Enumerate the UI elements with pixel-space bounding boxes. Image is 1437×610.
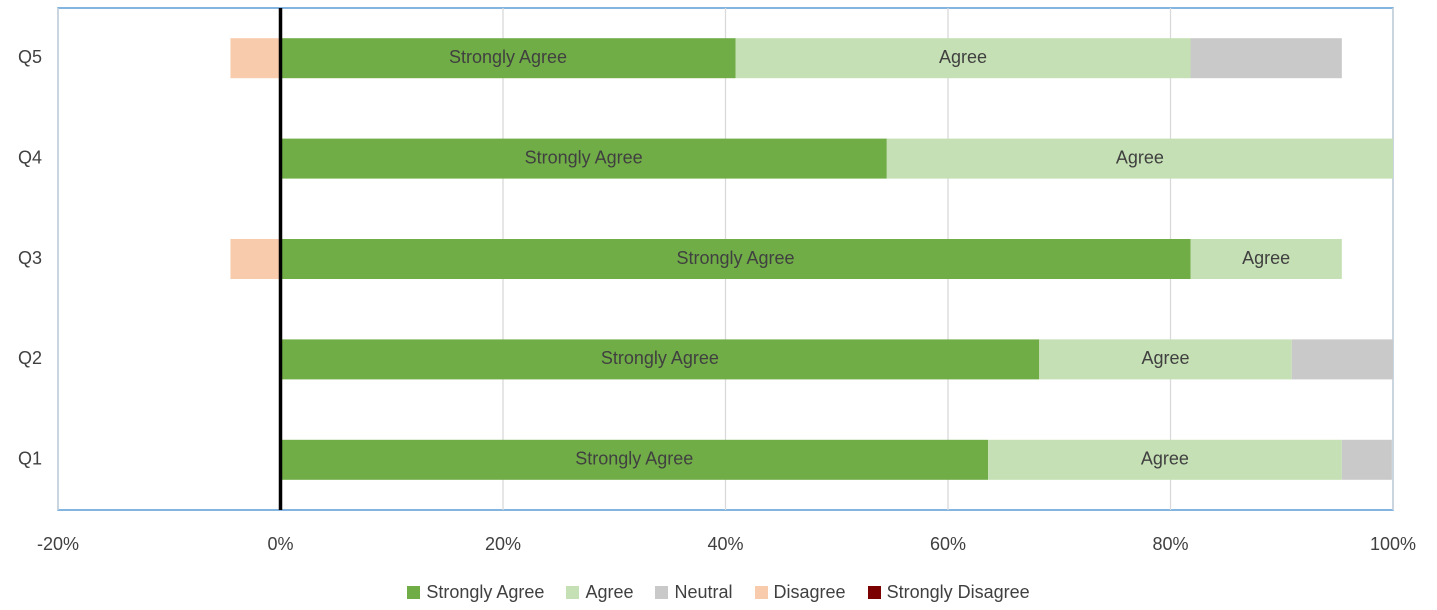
y-tick-label: Q1 [18, 449, 42, 469]
legend-item: Disagree [754, 582, 846, 603]
data-label: Agree [1141, 449, 1189, 469]
data-label: Agree [1141, 348, 1189, 368]
bar-segment [230, 38, 281, 79]
x-tick-label: 80% [1152, 534, 1188, 554]
bar-segment [280, 138, 887, 179]
legend-item: Strongly Disagree [867, 582, 1030, 603]
legend-label: Strongly Agree [426, 582, 545, 602]
x-tick-label: 100% [1370, 534, 1416, 554]
data-label: Strongly Agree [449, 47, 567, 67]
legend-item: Agree [566, 582, 633, 603]
y-tick-label: Q2 [18, 348, 42, 368]
legend-label: Strongly Disagree [886, 582, 1030, 602]
legend-swatch [407, 586, 421, 599]
legend-label: Neutral [674, 582, 733, 602]
legend-label: Disagree [773, 582, 846, 602]
bar-segment [280, 239, 1191, 279]
legend: Strongly Agree Agree Neutral Disagree Strong… [0, 582, 1437, 603]
bar-segment [280, 439, 989, 480]
y-tick-label: Q5 [18, 47, 42, 67]
legend-item: Strongly Agree [407, 582, 544, 603]
legend-swatch [754, 586, 768, 599]
y-tick-label: Q4 [18, 147, 42, 167]
bar-segment [1190, 239, 1342, 279]
data-label: Agree [1116, 147, 1164, 167]
data-label: Strongly Agree [525, 147, 643, 167]
legend-item: Neutral [655, 582, 733, 603]
data-label: Strongly Agree [676, 248, 794, 268]
bar-segment [1291, 339, 1393, 380]
data-label: Agree [939, 47, 987, 67]
bar-segment [735, 38, 1191, 79]
x-tick-label: 0% [267, 534, 293, 554]
data-label: Agree [1242, 248, 1290, 268]
x-tick-label: 40% [707, 534, 743, 554]
bar-segment [1039, 339, 1292, 380]
legend-swatch [867, 586, 881, 599]
x-tick-label: -20% [37, 534, 79, 554]
bar-segment [886, 138, 1393, 179]
bar-segment [280, 38, 736, 79]
bar-segment [230, 239, 281, 279]
bar-segment [988, 439, 1342, 480]
bar-segment [280, 339, 1040, 380]
bar-segment [1341, 439, 1392, 480]
data-label: Strongly Agree [601, 348, 719, 368]
legend-label: Agree [585, 582, 634, 602]
data-label: Strongly Agree [575, 449, 693, 469]
y-tick-label: Q3 [18, 248, 42, 268]
legend-swatch [655, 586, 669, 599]
x-tick-label: 20% [485, 534, 521, 554]
x-tick-label: 60% [930, 534, 966, 554]
legend-swatch [566, 586, 580, 599]
bar-segment [1190, 38, 1342, 79]
chart: -20% 0% 20% 40% 60% 80% 100% Q1 Strongly Agree Ag… [18, 7, 1416, 554]
